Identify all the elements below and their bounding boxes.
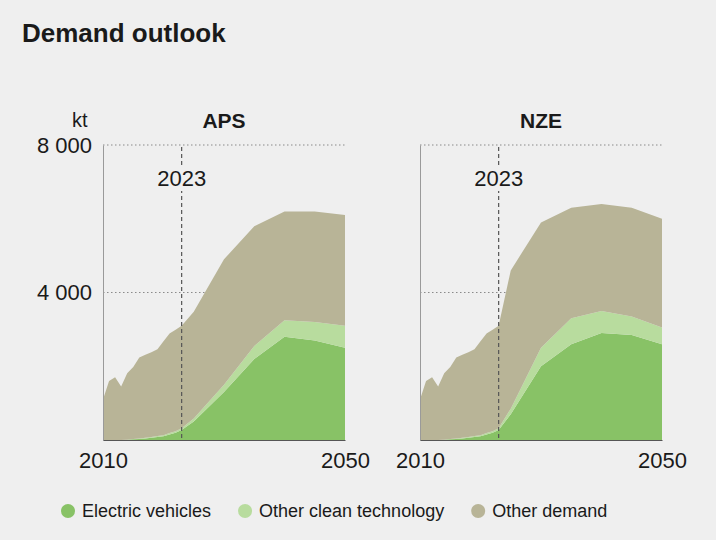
- x-tick-label: 2050: [638, 448, 687, 473]
- y-axis: 4 000 8 000: [37, 133, 104, 441]
- legend-item: Electric vehicles: [61, 501, 211, 521]
- panel: 4 000 8 000 2010 2050 2023 APS kt: [37, 109, 370, 473]
- legend-item: Other clean technology: [238, 501, 444, 521]
- legend-item: Other demand: [471, 501, 607, 521]
- x-tick: 2010: [79, 440, 128, 473]
- x-axis: 2010 2050: [396, 440, 687, 473]
- legend-label: Other clean technology: [259, 501, 444, 521]
- legend-swatch: [61, 504, 75, 518]
- y-tick-label: 8 000: [37, 133, 92, 158]
- annotation-label: 2023: [157, 166, 206, 191]
- y-tick: 8 000: [37, 133, 103, 158]
- plot-area: [420, 204, 662, 440]
- x-axis-line: [104, 440, 346, 441]
- x-tick-label: 2010: [79, 448, 128, 473]
- legend-label: Electric vehicles: [82, 501, 211, 521]
- panel-title: APS: [202, 109, 245, 132]
- chart-container: Demand outlook 4 000 8 000 2010 2050 2023 APS k…: [0, 0, 716, 540]
- y-tick: 4 000: [37, 280, 103, 305]
- legend-label: Other demand: [492, 501, 607, 521]
- y-axis-line: [420, 146, 421, 441]
- chart-title: Demand outlook: [22, 18, 226, 48]
- y-tick-label: 4 000: [37, 280, 92, 305]
- y-axis: [420, 146, 422, 441]
- grid-line: [103, 144, 345, 145]
- annotation-background: [471, 166, 526, 191]
- area-other: [103, 211, 345, 440]
- plot-area: [103, 211, 345, 440]
- annotation-label: 2023: [474, 166, 523, 191]
- x-axis-line: [421, 440, 663, 441]
- x-tick: 2010: [396, 440, 445, 473]
- x-axis: 2010 2050: [79, 440, 370, 473]
- legend: Electric vehicles Other clean technology O…: [61, 501, 607, 521]
- x-tick-label: 2010: [396, 448, 445, 473]
- legend-swatch: [238, 504, 252, 518]
- panel: 2010 2050 2023 NZE: [396, 109, 687, 473]
- x-tick: 2050: [321, 440, 370, 473]
- area-other: [420, 204, 662, 440]
- x-tick-label: 2050: [321, 448, 370, 473]
- background: [0, 0, 716, 540]
- annotation-background: [154, 166, 209, 191]
- y-axis-title: kt: [72, 109, 88, 131]
- chart-svg: Demand outlook 4 000 8 000 2010 2050 2023 APS k…: [0, 0, 716, 540]
- grid-line: [420, 144, 662, 145]
- panel-title: NZE: [520, 109, 562, 132]
- y-axis-line: [103, 146, 104, 441]
- legend-swatch: [471, 504, 485, 518]
- x-tick: 2050: [638, 440, 687, 473]
